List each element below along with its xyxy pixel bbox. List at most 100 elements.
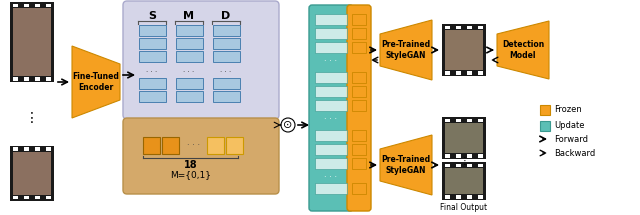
Text: D: D — [221, 11, 230, 21]
FancyBboxPatch shape — [123, 118, 279, 194]
FancyBboxPatch shape — [212, 37, 239, 49]
FancyBboxPatch shape — [138, 25, 166, 35]
Text: Forward: Forward — [554, 135, 588, 143]
Bar — [352, 86, 366, 97]
Text: · · ·: · · · — [220, 69, 232, 75]
Text: Fine-Tuned
Encoder: Fine-Tuned Encoder — [72, 72, 120, 92]
Bar — [478, 163, 483, 167]
FancyBboxPatch shape — [161, 137, 179, 154]
FancyBboxPatch shape — [212, 25, 239, 35]
Bar — [315, 42, 347, 53]
FancyBboxPatch shape — [212, 51, 239, 61]
Bar — [315, 100, 347, 111]
Bar — [35, 147, 40, 150]
Text: M: M — [184, 11, 195, 21]
Polygon shape — [380, 135, 432, 195]
FancyBboxPatch shape — [138, 77, 166, 89]
Polygon shape — [72, 46, 120, 118]
Bar — [13, 147, 18, 150]
Bar — [456, 118, 461, 122]
Bar — [46, 3, 51, 7]
Bar — [24, 77, 29, 80]
Bar — [467, 118, 472, 122]
Bar — [445, 71, 450, 75]
Bar — [445, 195, 450, 198]
Bar — [456, 163, 461, 167]
FancyBboxPatch shape — [212, 77, 239, 89]
Bar — [445, 163, 450, 167]
Text: Backward: Backward — [554, 149, 595, 158]
Bar — [352, 28, 366, 39]
Text: ⋮: ⋮ — [25, 111, 39, 125]
Bar — [478, 26, 483, 29]
Text: · · ·: · · · — [324, 115, 337, 124]
Bar — [352, 100, 366, 111]
Bar — [46, 147, 51, 150]
Bar — [315, 183, 347, 194]
Bar — [13, 3, 18, 7]
Text: Frozen: Frozen — [554, 106, 582, 115]
Bar — [315, 72, 347, 83]
Bar — [456, 71, 461, 75]
Polygon shape — [380, 20, 432, 80]
Bar — [442, 117, 486, 159]
FancyBboxPatch shape — [175, 25, 202, 35]
Bar — [456, 154, 461, 158]
FancyBboxPatch shape — [175, 51, 202, 61]
Bar — [10, 146, 54, 201]
Bar — [315, 86, 347, 97]
Text: S: S — [148, 11, 156, 21]
Bar — [467, 154, 472, 158]
Bar — [540, 121, 550, 131]
FancyBboxPatch shape — [175, 77, 202, 89]
Bar — [352, 42, 366, 53]
Text: · · ·: · · · — [324, 174, 337, 183]
Text: Pre-Trained
StyleGAN: Pre-Trained StyleGAN — [381, 40, 431, 60]
Bar — [467, 195, 472, 198]
Bar — [35, 3, 40, 7]
FancyBboxPatch shape — [207, 137, 223, 154]
Bar — [315, 158, 347, 169]
Bar — [467, 163, 472, 167]
Text: Update: Update — [554, 121, 584, 131]
Circle shape — [281, 118, 295, 132]
Bar — [315, 144, 347, 155]
Bar — [445, 168, 483, 194]
Bar — [315, 28, 347, 39]
FancyBboxPatch shape — [138, 91, 166, 101]
Bar — [13, 77, 18, 80]
Bar — [46, 77, 51, 80]
Text: Detection
Model: Detection Model — [502, 40, 544, 60]
FancyBboxPatch shape — [175, 91, 202, 101]
FancyBboxPatch shape — [138, 51, 166, 61]
FancyBboxPatch shape — [138, 37, 166, 49]
Bar — [352, 72, 366, 83]
Bar — [315, 14, 347, 25]
Bar — [35, 77, 40, 80]
FancyBboxPatch shape — [143, 137, 159, 154]
Text: ⋮: ⋮ — [459, 156, 469, 166]
Text: · · ·: · · · — [324, 57, 337, 66]
Bar — [478, 154, 483, 158]
Bar — [46, 195, 51, 199]
Text: · · ·: · · · — [188, 140, 200, 149]
FancyBboxPatch shape — [175, 37, 202, 49]
Bar — [352, 14, 366, 25]
Text: · · ·: · · · — [147, 69, 157, 75]
Text: 18: 18 — [184, 160, 198, 170]
Bar — [445, 30, 483, 70]
Bar — [456, 195, 461, 198]
Polygon shape — [497, 21, 549, 79]
FancyBboxPatch shape — [309, 5, 353, 211]
Bar — [352, 130, 366, 141]
Bar — [445, 123, 483, 153]
Text: Pre-Trained
StyleGAN: Pre-Trained StyleGAN — [381, 155, 431, 175]
Bar — [442, 162, 486, 200]
Bar — [315, 130, 347, 141]
Bar — [10, 2, 54, 82]
Bar — [24, 147, 29, 150]
FancyBboxPatch shape — [123, 1, 279, 119]
Bar — [478, 118, 483, 122]
Bar — [442, 24, 486, 76]
Text: ⊙: ⊙ — [284, 120, 292, 130]
